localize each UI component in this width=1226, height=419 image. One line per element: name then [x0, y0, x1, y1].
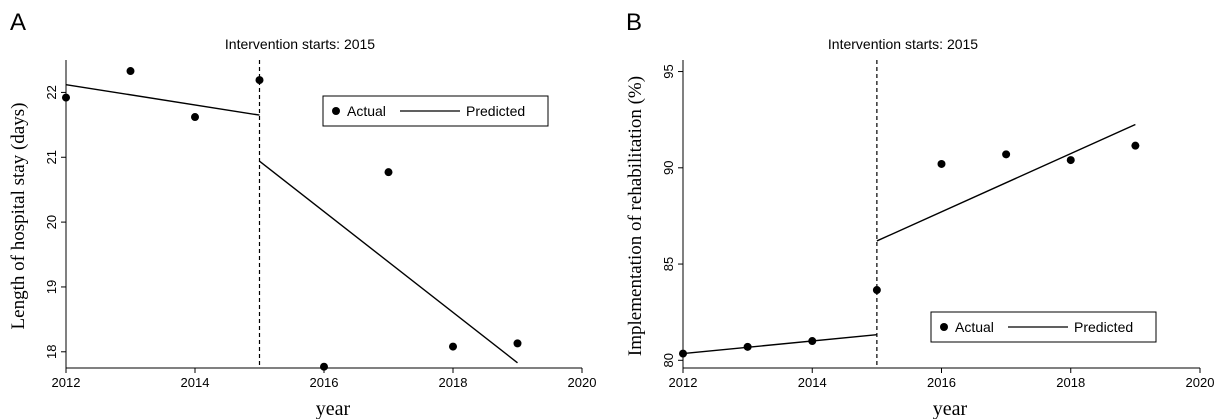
x-tick-label-b: 2016 — [927, 375, 956, 390]
actual-point-a — [320, 362, 328, 371]
legend-actual-label-a: Actual — [347, 103, 386, 119]
x-tick-label-b: 2012 — [669, 375, 698, 390]
actual-point-b — [1002, 150, 1011, 159]
y-tick-label-b: 85 — [661, 257, 676, 271]
x-axis-label-b: year — [933, 398, 968, 419]
predicted-segment-b — [876, 123, 1136, 242]
actual-point-a — [62, 93, 70, 102]
x-axis-label-a: year — [316, 398, 351, 419]
chart-title-b: Intervention starts: 2015 — [828, 36, 978, 52]
legend-actual-marker-a — [332, 107, 340, 115]
y-tick-label-b: 80 — [661, 353, 676, 367]
chart-title-a: Intervention starts: 2015 — [225, 36, 375, 52]
actual-point-a — [126, 67, 135, 76]
predicted-segment-b — [682, 334, 877, 355]
y-tick-label-a: 19 — [44, 280, 59, 294]
legend-actual-label-b: Actual — [955, 319, 994, 335]
legend-predicted-label-a: Predicted — [466, 103, 525, 119]
x-tick-label-a: 2012 — [52, 375, 81, 390]
x-tick-label-a: 2016 — [310, 375, 339, 390]
x-tick-label-b: 2020 — [1186, 375, 1215, 390]
y-tick-label-a: 20 — [44, 215, 59, 229]
panel-b: B Intervention starts: 2015 year Impleme… — [625, 9, 1214, 419]
y-tick-label-a: 18 — [44, 345, 59, 359]
actual-point-a — [449, 342, 457, 351]
legend-b: Actual Predicted — [930, 311, 1157, 343]
y-axis-label-a: Length of hospital stay (days) — [8, 103, 29, 330]
actual-point-a — [255, 76, 264, 85]
actual-point-b — [937, 159, 946, 168]
x-tick-label-b: 2014 — [798, 375, 827, 390]
legend-predicted-label-b: Predicted — [1074, 319, 1133, 335]
plot-area-a: 2012 2014 2016 2018 2020 18 19 20 21 22 — [44, 60, 596, 390]
actual-point-b — [1131, 141, 1140, 150]
actual-point-b — [872, 286, 881, 295]
actual-point-a — [191, 113, 199, 122]
y-axis-label-b: Implementation of rehabilitation (%) — [625, 76, 646, 356]
panel-label-b: B — [626, 9, 642, 36]
actual-point-a — [513, 339, 522, 348]
x-tick-label-a: 2014 — [181, 375, 210, 390]
x-tick-label-a: 2018 — [439, 375, 468, 390]
x-tick-label-b: 2018 — [1056, 375, 1085, 390]
actual-point-a — [384, 168, 393, 177]
panel-a: A Intervention starts: 2015 year Length … — [8, 9, 596, 419]
actual-point-b — [1066, 156, 1075, 165]
y-tick-label-a: 21 — [44, 150, 59, 164]
legend-a: Actual Predicted — [322, 95, 549, 127]
y-tick-label-a: 22 — [44, 85, 59, 99]
y-tick-label-b: 95 — [661, 64, 676, 78]
predicted-segment-a — [65, 83, 260, 116]
panel-label-a: A — [10, 9, 26, 36]
y-tick-label-b: 90 — [661, 161, 676, 175]
legend-actual-marker-b — [940, 323, 948, 331]
predicted-segment-a — [259, 160, 518, 364]
x-tick-label-a: 2020 — [568, 375, 597, 390]
plot-area-b: 2012 2014 2016 2018 2020 80 85 90 95 — [661, 60, 1214, 390]
